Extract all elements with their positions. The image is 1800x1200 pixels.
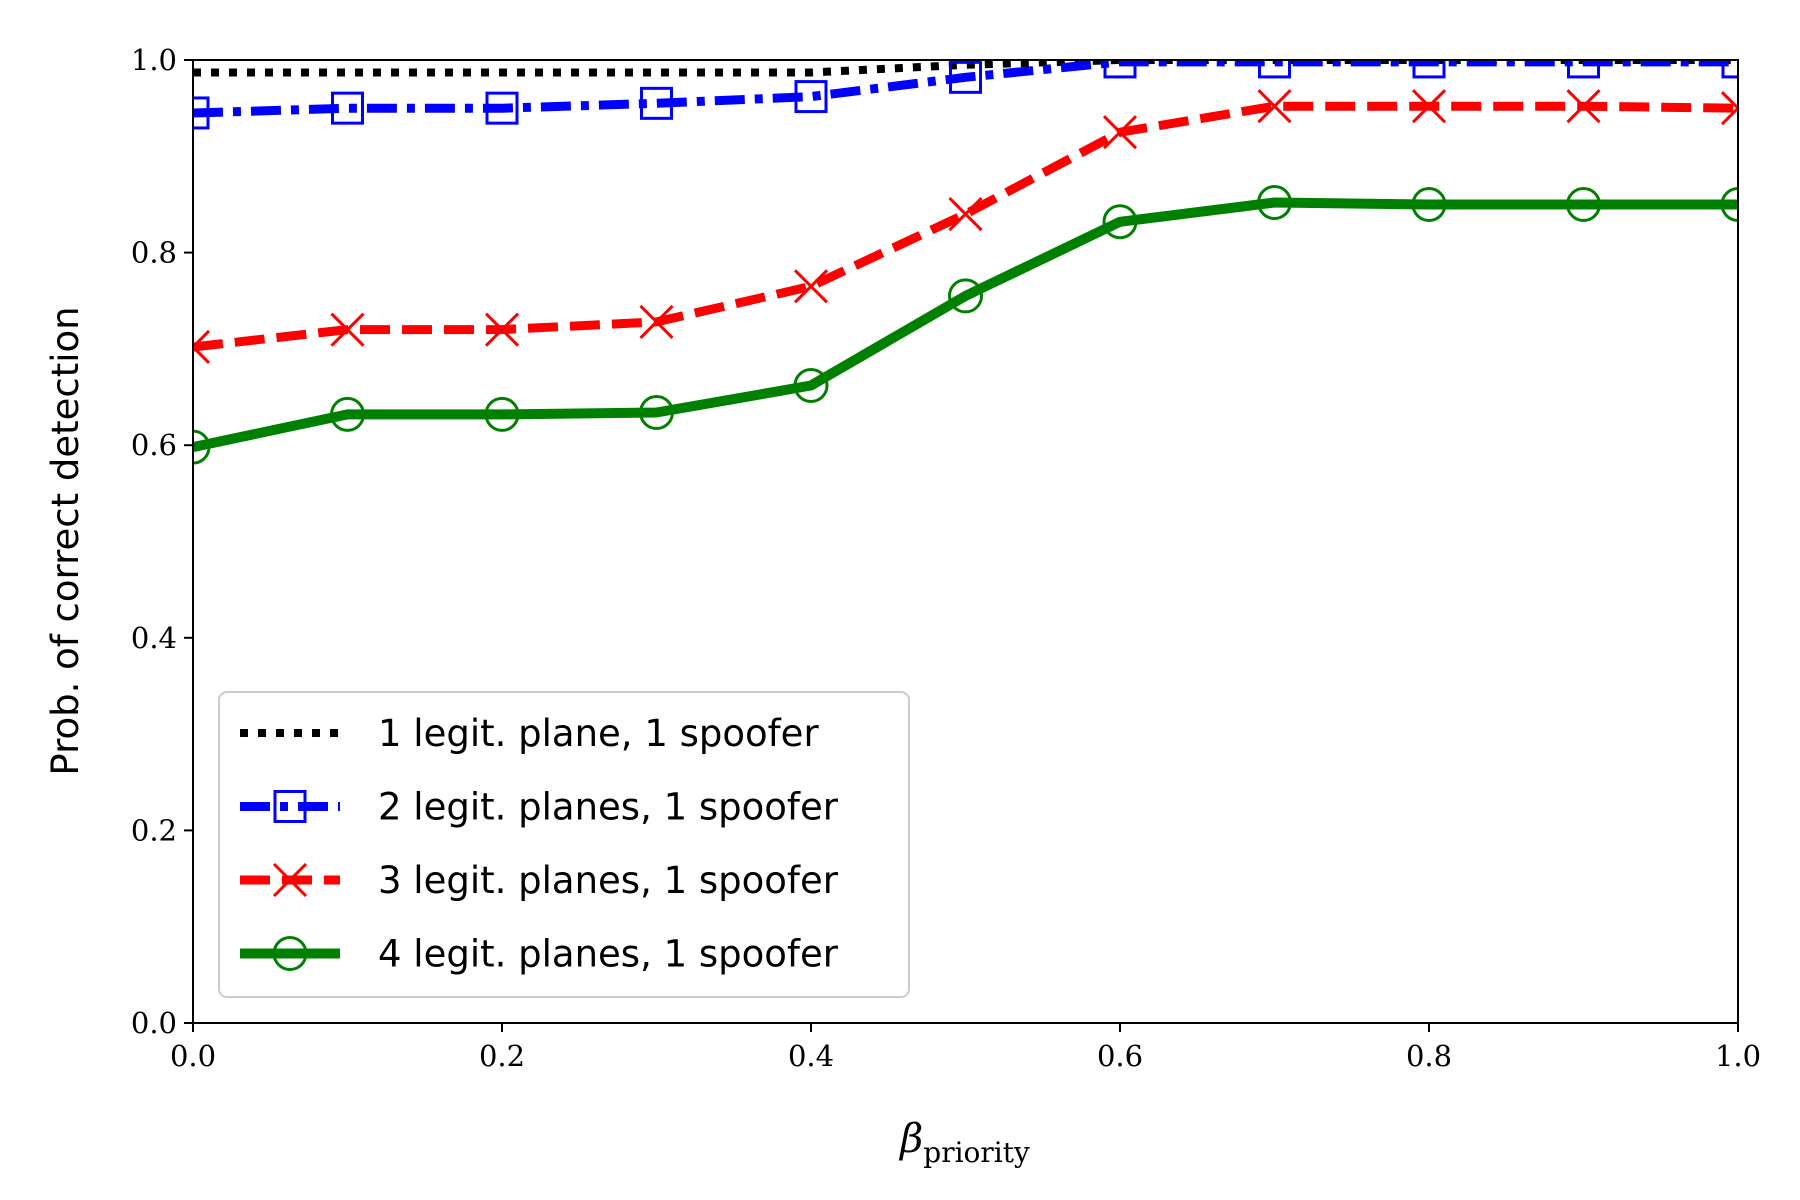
- y-tick-label: 0.4: [131, 621, 177, 655]
- legend-entry: 1 legit. plane, 1 spoofer: [240, 712, 819, 755]
- x-tick-label: 0.6: [1097, 1039, 1143, 1073]
- series-4: [193, 185, 1738, 465]
- x-tick-label: 1.0: [1715, 1039, 1761, 1073]
- series-3-point: [484, 312, 520, 347]
- series-2: [193, 60, 1738, 130]
- legend-label: 2 legit. planes, 1 spoofer: [378, 786, 839, 829]
- series-2-line: [193, 60, 1738, 118]
- x-tick-label: 0.4: [788, 1039, 834, 1073]
- series-2-point: [794, 80, 828, 114]
- series-4-point: [1566, 186, 1601, 222]
- series-4-line: [193, 197, 1738, 452]
- series-2-point: [1412, 60, 1446, 79]
- series-4-point: [1102, 204, 1138, 240]
- series-3-point: [1720, 91, 1738, 126]
- series-2-point: [331, 91, 364, 125]
- x-tick-label: 0.2: [479, 1039, 525, 1073]
- x-tick-label: 0.0: [170, 1039, 216, 1073]
- series-4-point: [1257, 185, 1292, 221]
- series-3-point: [330, 312, 365, 347]
- series-4-point: [484, 396, 520, 432]
- series-3-point: [1102, 115, 1138, 150]
- series-2-point: [1721, 60, 1738, 79]
- series-4-point: [330, 396, 365, 432]
- y-tick-label: 0.8: [131, 236, 177, 270]
- y-tick-label: 0.0: [131, 1006, 177, 1040]
- series-3-line: [193, 101, 1738, 352]
- series-4-point: [1411, 186, 1447, 222]
- axis-ticks: 0.0 0.2 0.4 0.6 0.8 1.0 0.0 0.2 0.4 0.6 0.8 1.0: [131, 43, 1761, 1073]
- series-3-point: [793, 269, 829, 304]
- legend-entry: 3 legit. planes, 1 spoofer: [240, 859, 839, 902]
- x-axis-label-symbol: β: [898, 1116, 923, 1162]
- series-4-point: [948, 278, 983, 314]
- series-2-point: [1103, 60, 1137, 79]
- series-3-point: [1411, 89, 1447, 124]
- series-4-point: [193, 429, 211, 465]
- y-tick-label: 1.0: [131, 43, 177, 77]
- legend-label: 3 legit. planes, 1 spoofer: [378, 859, 839, 902]
- legend-marker: [273, 790, 307, 823]
- series-2-point: [1567, 60, 1600, 79]
- legend-marker: [272, 936, 308, 971]
- y-tick-label: 0.2: [131, 813, 177, 847]
- y-tick-label: 0.6: [131, 428, 177, 462]
- legend-label: 1 legit. plane, 1 spoofer: [378, 712, 819, 755]
- series-2-point: [193, 96, 210, 130]
- x-axis-label: βpriority: [898, 1116, 1030, 1169]
- plot-frame: [192, 59, 1739, 1024]
- series-3-point: [1257, 89, 1292, 124]
- series-3-point: [639, 304, 674, 339]
- x-tick-label: 0.8: [1406, 1039, 1452, 1073]
- series-4-point: [1720, 186, 1738, 222]
- legend: 1 legit. plane, 1 spoofer 2 legit. planes…: [218, 691, 910, 998]
- legend-entry: 2 legit. planes, 1 spoofer: [240, 786, 839, 829]
- series-2-point: [640, 86, 673, 120]
- series-2-point: [1258, 60, 1291, 79]
- series-2-point: [485, 91, 519, 125]
- x-axis-label-subscript: priority: [923, 1136, 1030, 1169]
- series-4-point: [639, 394, 674, 430]
- series-layer: [193, 60, 1738, 465]
- legend-marker: [272, 862, 308, 898]
- series-3: [193, 89, 1738, 365]
- legend-entry: 4 legit. planes, 1 spoofer: [240, 933, 839, 976]
- series-3-point: [948, 197, 983, 232]
- series-3-point: [1566, 89, 1601, 124]
- series-1-line: [193, 60, 1738, 77]
- legend-label: 4 legit. planes, 1 spoofer: [378, 933, 839, 976]
- series-4-point: [793, 367, 829, 403]
- y-axis-label: Prob. of correct detection: [44, 306, 87, 775]
- series-2-point: [949, 60, 982, 94]
- legend-frame: [218, 691, 910, 998]
- series-1: [193, 60, 1738, 77]
- series-3-point: [193, 329, 211, 365]
